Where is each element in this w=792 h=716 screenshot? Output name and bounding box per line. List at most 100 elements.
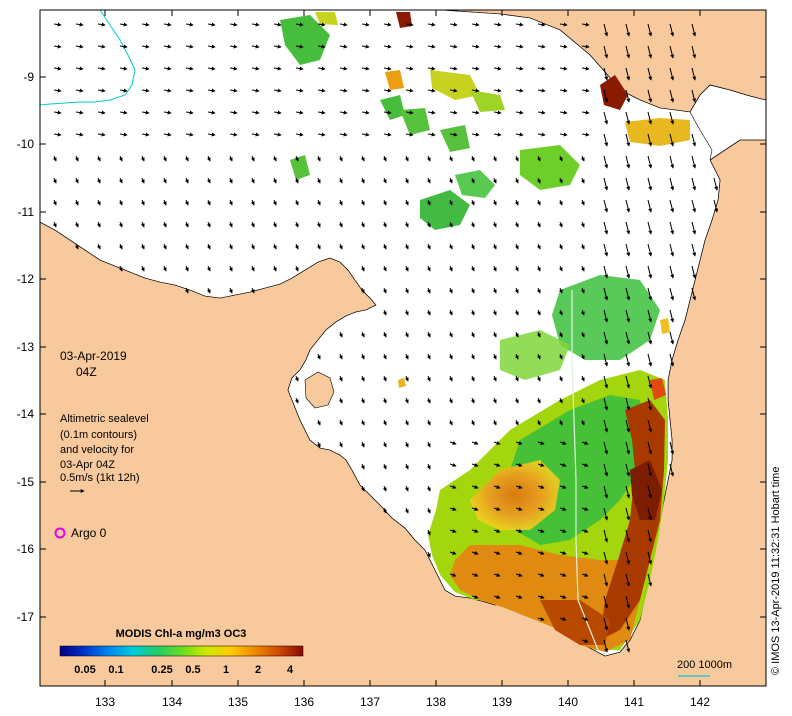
velocity-arrow bbox=[558, 177, 563, 184]
velocity-arrow bbox=[514, 419, 519, 426]
velocity-arrow bbox=[118, 221, 123, 228]
velocity-arrow bbox=[647, 353, 653, 367]
velocity-arrow bbox=[647, 551, 653, 565]
velocity-arrow bbox=[360, 199, 365, 206]
velocity-arrow bbox=[537, 529, 545, 533]
velocity-arrow bbox=[625, 353, 631, 367]
velocity-arrow bbox=[515, 132, 524, 137]
map-plot-area bbox=[40, 10, 766, 686]
velocity-arrow bbox=[603, 221, 609, 235]
velocity-arrow bbox=[405, 110, 414, 115]
velocity-arrow bbox=[647, 419, 653, 433]
velocity-arrow bbox=[317, 66, 326, 71]
velocity-arrow bbox=[295, 110, 304, 115]
velocity-arrow bbox=[537, 44, 546, 49]
velocity-arrow bbox=[493, 22, 502, 27]
velocity-arrow bbox=[581, 66, 590, 71]
velocity-arrow bbox=[338, 397, 343, 404]
velocity-arrow bbox=[404, 177, 409, 184]
velocity-arrow bbox=[382, 155, 387, 162]
velocity-arrow bbox=[514, 353, 519, 360]
velocity-arrow bbox=[603, 133, 609, 147]
velocity-arrow bbox=[603, 199, 609, 213]
velocity-arrow bbox=[515, 22, 524, 27]
velocity-arrow bbox=[515, 463, 523, 467]
velocity-arrow bbox=[713, 199, 719, 213]
velocity-arrow bbox=[405, 44, 414, 49]
velocity-arrow bbox=[537, 485, 545, 489]
colorbar-tick-0: 0.05 bbox=[74, 664, 95, 676]
velocity-arrow bbox=[162, 177, 167, 184]
velocity-arrow bbox=[603, 507, 609, 521]
velocity-arrow bbox=[184, 155, 189, 162]
velocity-arrow bbox=[492, 155, 497, 162]
velocity-arrow bbox=[581, 529, 589, 533]
legend-line-3: and velocity for bbox=[60, 444, 134, 456]
velocity-arrow bbox=[559, 617, 567, 621]
velocity-arrow bbox=[647, 573, 653, 587]
velocity-arrow bbox=[492, 375, 497, 382]
velocity-arrow bbox=[251, 132, 260, 137]
velocity-arrow bbox=[625, 199, 631, 213]
velocity-arrow bbox=[449, 132, 458, 137]
velocity-arrow bbox=[514, 199, 519, 206]
velocity-arrow bbox=[250, 221, 255, 228]
velocity-arrow bbox=[625, 639, 631, 653]
velocity-arrow bbox=[493, 507, 501, 511]
velocity-arrow bbox=[448, 397, 453, 404]
velocity-arrow bbox=[360, 331, 365, 338]
velocity-arrow bbox=[404, 309, 409, 316]
velocity-arrow bbox=[603, 287, 609, 301]
x-tick-label-141: 141 bbox=[624, 695, 644, 709]
velocity-arrow bbox=[404, 287, 409, 294]
velocity-arrow bbox=[625, 177, 631, 191]
velocity-arrow bbox=[207, 66, 216, 71]
velocity-arrow bbox=[163, 66, 172, 71]
velocity-arrow bbox=[691, 243, 697, 257]
velocity-arrow bbox=[338, 177, 343, 184]
velocity-arrow bbox=[185, 22, 194, 27]
velocity-arrow bbox=[603, 23, 609, 37]
velocity-arrow bbox=[74, 155, 79, 162]
island-groote-eylandt bbox=[304, 371, 335, 409]
velocity-arrow bbox=[515, 529, 523, 533]
velocity-arrow bbox=[448, 353, 453, 360]
velocity-arrow bbox=[558, 243, 563, 250]
velocity-arrow bbox=[97, 88, 106, 93]
velocity-arrow bbox=[96, 177, 101, 184]
y-tick-label-11: -11 bbox=[18, 205, 35, 219]
velocity-arrow bbox=[448, 331, 453, 338]
velocity-arrow bbox=[647, 177, 653, 191]
velocity-arrow bbox=[515, 44, 524, 49]
velocity-arrow bbox=[493, 88, 502, 93]
velocity-arrow bbox=[163, 132, 172, 137]
velocity-arrow bbox=[625, 221, 631, 235]
velocity-arrow bbox=[603, 309, 609, 323]
velocity-arrow bbox=[316, 177, 321, 184]
velocity-arrow bbox=[603, 67, 609, 81]
velocity-arrow bbox=[536, 177, 541, 184]
velocity-arrow bbox=[581, 551, 589, 555]
velocity-arrow bbox=[669, 45, 675, 59]
velocity-arrow bbox=[448, 199, 453, 206]
legend-line-2: (0.1m contours) bbox=[60, 429, 137, 441]
velocity-arrow bbox=[580, 375, 585, 382]
velocity-arrow bbox=[251, 66, 260, 71]
velocity-arrow bbox=[96, 221, 101, 228]
velocity-arrow bbox=[537, 617, 545, 621]
velocity-arrow bbox=[53, 44, 62, 49]
velocity-arrow bbox=[426, 309, 431, 316]
velocity-arrow bbox=[228, 199, 233, 206]
velocity-arrow bbox=[448, 287, 453, 294]
velocity-arrow bbox=[316, 419, 321, 426]
velocity-arrow bbox=[647, 331, 653, 345]
velocity-arrow bbox=[405, 88, 414, 93]
velocity-arrow bbox=[625, 23, 631, 37]
velocity-arrow bbox=[537, 22, 546, 27]
y-axis: -9 -10 -11 -12 -13 -14 -15 -16 -17 bbox=[17, 70, 766, 624]
velocity-arrow bbox=[273, 88, 282, 93]
velocity-arrow bbox=[514, 331, 519, 338]
velocity-arrow bbox=[338, 155, 343, 162]
velocity-arrow bbox=[426, 155, 431, 162]
velocity-arrow bbox=[316, 155, 321, 162]
